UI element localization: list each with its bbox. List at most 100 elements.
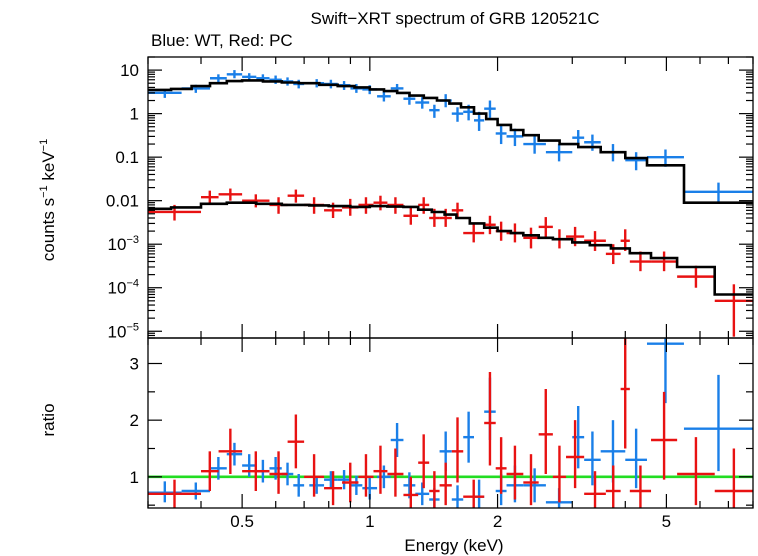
wt-ratio-point bbox=[683, 374, 753, 472]
x-tick-label: 0.5 bbox=[230, 512, 254, 531]
pc-ratio-point bbox=[342, 462, 359, 503]
x-tick-label: 5 bbox=[662, 512, 671, 531]
wt-data-point bbox=[474, 111, 485, 131]
wt-data-point bbox=[523, 135, 546, 154]
wt-data-point bbox=[226, 70, 243, 79]
pc-data-point bbox=[484, 215, 496, 235]
y-tick-label: 0.1 bbox=[115, 148, 139, 167]
pc-data-point bbox=[677, 265, 715, 288]
y-tick-label: 10−5 bbox=[108, 321, 139, 341]
pc-ratio-point bbox=[218, 428, 243, 474]
spectrum-panel bbox=[148, 70, 753, 337]
wt-ratio-point bbox=[181, 482, 210, 500]
pc-ratio-point bbox=[495, 437, 507, 494]
pc-data-point bbox=[463, 224, 485, 243]
pc-ratio-point bbox=[714, 448, 753, 508]
y-tick-label: 3 bbox=[130, 355, 139, 374]
wt-ratio-point bbox=[584, 431, 601, 486]
chart-subtitle: Blue: WT, Red: PC bbox=[151, 31, 293, 50]
pc-ratio-point bbox=[629, 465, 652, 508]
wt-ratio-point bbox=[309, 476, 325, 494]
pc-data-point bbox=[538, 217, 553, 237]
wt-ratio-point bbox=[242, 454, 257, 477]
pc-ratio-point bbox=[287, 414, 305, 469]
y-tick-label: 1 bbox=[130, 105, 139, 124]
pc-ratio-point bbox=[418, 434, 430, 489]
wt-ratio-point bbox=[463, 411, 475, 463]
pc-ratio-point bbox=[429, 471, 440, 508]
pc-data-point bbox=[218, 188, 243, 201]
pc-ratio-point bbox=[387, 448, 404, 497]
wt-data-point bbox=[625, 152, 647, 171]
pc-ratio-point bbox=[451, 417, 464, 483]
pc-data-point bbox=[403, 207, 419, 225]
pc-data-point bbox=[629, 251, 652, 272]
wt-data-point bbox=[495, 124, 507, 145]
y-tick-label: 1 bbox=[130, 468, 139, 487]
pc-ratio-point bbox=[373, 445, 388, 494]
chart-title: Swift−XRT spectrum of GRB 120521C bbox=[311, 9, 600, 28]
pc-ratio-point bbox=[148, 479, 202, 508]
pc-ratio-point bbox=[651, 391, 678, 480]
pc-ratio-point bbox=[484, 372, 496, 466]
wt-ratio-point bbox=[209, 457, 227, 480]
wt-data-point bbox=[451, 107, 464, 122]
y-tick-label: 10−4 bbox=[108, 278, 139, 298]
y-tick-label: 10−3 bbox=[108, 234, 139, 254]
pc-ratio-point bbox=[403, 476, 419, 508]
x-axis-label: Energy (keV) bbox=[404, 536, 503, 555]
pc-data-point bbox=[287, 189, 305, 203]
wt-ratio-point bbox=[226, 442, 243, 466]
wt-data-point bbox=[484, 100, 496, 118]
wt-data-point bbox=[429, 104, 440, 118]
pc-ratio-point bbox=[584, 471, 606, 508]
pc-model-line bbox=[148, 201, 753, 296]
pc-data-point bbox=[418, 197, 430, 214]
wt-ratio-point bbox=[390, 423, 404, 457]
wt-ratio-point bbox=[377, 465, 391, 489]
wt-ratio-point bbox=[451, 485, 464, 508]
pc-ratio-point bbox=[242, 451, 270, 491]
spectrum-frame bbox=[147, 56, 754, 339]
wt-data-point bbox=[209, 74, 227, 84]
x-tick-label: 2 bbox=[493, 512, 502, 531]
wt-ratio-point bbox=[625, 428, 647, 489]
pc-ratio-point bbox=[304, 454, 325, 497]
pc-ratio-point bbox=[552, 445, 567, 503]
wt-ratio-point bbox=[646, 338, 684, 404]
pc-ratio-point bbox=[324, 471, 343, 506]
pc-ratio-point bbox=[538, 389, 553, 474]
ratio-panel bbox=[148, 338, 753, 508]
pc-ratio-point bbox=[358, 454, 374, 497]
wt-ratio-point bbox=[293, 474, 305, 497]
pc-ratio-point bbox=[269, 451, 288, 494]
pc-ratio-point bbox=[201, 451, 219, 491]
pc-data-point bbox=[651, 251, 678, 272]
wt-ratio-point bbox=[337, 470, 351, 490]
pc-ratio-point bbox=[605, 465, 621, 508]
pc-data-point bbox=[373, 195, 388, 211]
pc-ratio-point bbox=[677, 437, 715, 506]
wt-data-point bbox=[545, 144, 573, 162]
wt-ratio-point bbox=[523, 468, 546, 503]
wt-data-point bbox=[506, 128, 524, 147]
wt-data-point bbox=[377, 91, 391, 102]
wt-ratio-point bbox=[350, 475, 363, 495]
y-tick-label: 2 bbox=[130, 411, 139, 430]
ratio-marks bbox=[148, 338, 753, 508]
wt-ratio-point bbox=[474, 479, 485, 508]
pc-data-point bbox=[523, 227, 539, 249]
wt-data-point bbox=[646, 149, 684, 167]
wt-model-line bbox=[148, 79, 753, 204]
axes: 0.5 1 2 5 10 1 0.1 0.01 10−3 10−4 10−5 1 2 3 bbox=[106, 56, 754, 531]
y-axis-label-ratio: ratio bbox=[39, 403, 58, 436]
y-axis-label-spectrum: counts s−1 keV−1 bbox=[38, 139, 58, 261]
pc-ratio-point bbox=[523, 454, 539, 506]
y-tick-label: 10 bbox=[120, 61, 139, 80]
pc-ratio-point bbox=[439, 462, 452, 506]
pc-data-point bbox=[242, 194, 270, 208]
wt-data-point bbox=[415, 97, 430, 109]
pc-ratio-point bbox=[566, 420, 585, 489]
wt-ratio-point bbox=[148, 481, 182, 503]
